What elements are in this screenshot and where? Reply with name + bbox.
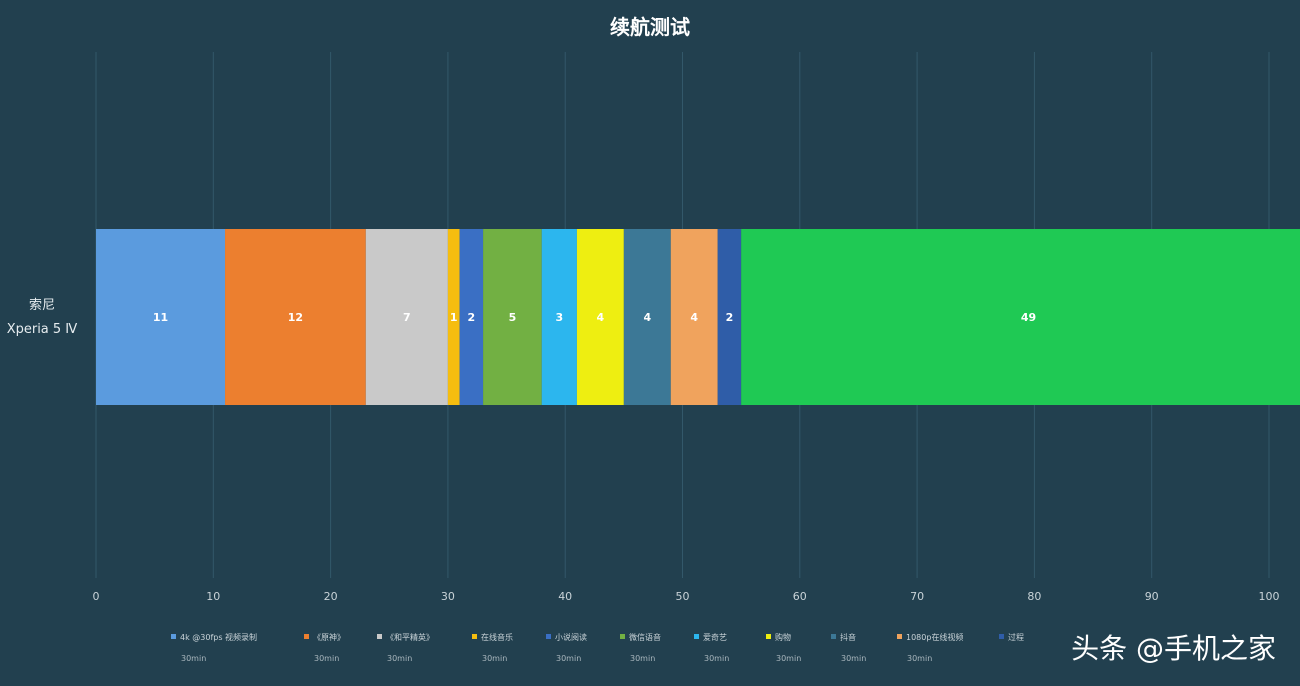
bar-segment [365, 229, 448, 405]
legend-label: 过程 [1008, 632, 1024, 642]
legend-label: 在线音乐 [481, 632, 513, 642]
legend-label: 抖音 [840, 632, 856, 642]
legend-sublabel: 30min [841, 654, 866, 663]
legend-swatch [897, 634, 902, 639]
bar-segments [96, 229, 1300, 405]
bar-data-label: 7 [403, 311, 411, 324]
bar-data-label: 4 [597, 311, 605, 324]
x-tick-label: 50 [676, 590, 690, 603]
legend-sublabel: 30min [907, 654, 932, 663]
bar-data-label: 49 [1021, 311, 1036, 324]
legend-sublabel: 30min [181, 654, 206, 663]
x-tick-label: 20 [324, 590, 338, 603]
legend-label: 1080p在线视频 [906, 632, 963, 642]
legend-sublabel: 30min [630, 654, 655, 663]
bar-segment [717, 229, 742, 405]
legend-sublabel: 30min [482, 654, 507, 663]
legend-sublabel: 30min [704, 654, 729, 663]
bar-data-label: 3 [556, 311, 564, 324]
legend-swatch [694, 634, 699, 639]
data-labels: 11 12 7 1 2 5 3 4 4 4 2 49 [153, 311, 1036, 324]
bar-data-label: 2 [468, 311, 476, 324]
legend-sublabel: 30min [314, 654, 339, 663]
x-axis-ticks: 0 10 20 30 40 50 60 70 80 90 100 [93, 590, 1280, 603]
category-label-model: Xperia 5 Ⅳ [7, 322, 78, 337]
bar-data-label: 12 [288, 311, 303, 324]
legend-label: 爱奇艺 [703, 632, 727, 642]
bar-segment [623, 229, 671, 405]
legend-swatch [766, 634, 771, 639]
legend-label: 《原神》 [313, 632, 345, 642]
legend-swatch [620, 634, 625, 639]
legend: 4k @30fps 视频录制 30min 《原神》 30min 《和平精英》 30min 在… [171, 632, 1024, 663]
legend-swatch [377, 634, 382, 639]
bar-segment [483, 229, 542, 405]
bar-segment [96, 229, 226, 405]
legend-sublabel: 30min [776, 654, 801, 663]
x-tick-label: 70 [910, 590, 924, 603]
x-tick-label: 0 [93, 590, 100, 603]
legend-label: 小说阅读 [555, 632, 587, 642]
bar-data-label: 11 [153, 311, 168, 324]
category-label-brand: 索尼 [29, 298, 55, 313]
x-tick-label: 60 [793, 590, 807, 603]
x-tick-label: 10 [206, 590, 220, 603]
bar-data-label: 5 [509, 311, 517, 324]
watermark-text: 头条 @手机之家 [1071, 632, 1276, 665]
legend-swatch [304, 634, 309, 639]
legend-swatch [999, 634, 1004, 639]
bar-segment [225, 229, 366, 405]
bar-data-label: 4 [690, 311, 698, 324]
bar-segment [541, 229, 577, 405]
bar-segment [459, 229, 484, 405]
x-tick-label: 80 [1027, 590, 1041, 603]
bar-data-label: 1 [450, 311, 458, 324]
legend-swatch [171, 634, 176, 639]
bar-data-label: 4 [643, 311, 651, 324]
legend-swatch [546, 634, 551, 639]
legend-sublabel: 30min [556, 654, 581, 663]
bar-segment [447, 229, 460, 405]
legend-label: 4k @30fps 视频录制 [180, 632, 257, 642]
bar-segment [670, 229, 718, 405]
bar-data-label: 2 [726, 311, 734, 324]
legend-swatch [472, 634, 477, 639]
legend-sublabel: 30min [387, 654, 412, 663]
x-tick-label: 40 [558, 590, 572, 603]
legend-label: 微信语音 [629, 632, 661, 642]
legend-swatch [831, 634, 836, 639]
bar-segment [576, 229, 624, 405]
x-tick-label: 100 [1259, 590, 1280, 603]
legend-label: 购物 [775, 632, 791, 642]
bar-segment [741, 229, 1300, 405]
legend-label: 《和平精英》 [386, 632, 434, 642]
chart-title: 续航测试 [610, 15, 690, 39]
x-tick-label: 90 [1145, 590, 1159, 603]
x-tick-label: 30 [441, 590, 455, 603]
